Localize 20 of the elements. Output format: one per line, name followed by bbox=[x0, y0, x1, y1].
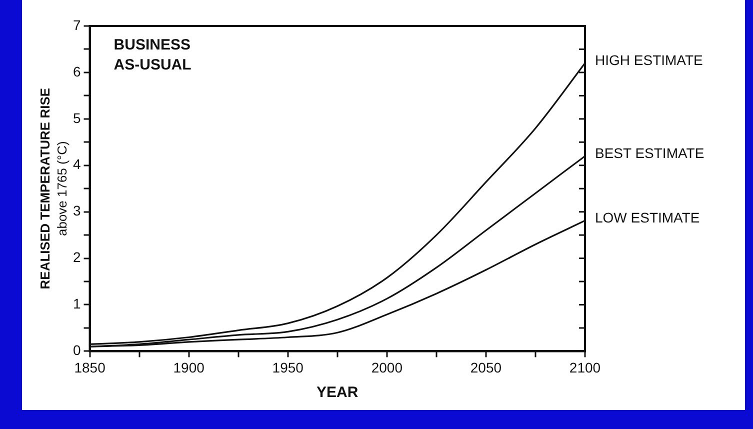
legend-label: LOW ESTIMATE bbox=[595, 210, 700, 226]
y-axis-title: REALISED TEMPERATURE RISE above 1765 (°C) bbox=[38, 88, 70, 290]
y-tick-label: 4 bbox=[72, 156, 81, 172]
y-tick-label: 7 bbox=[72, 16, 81, 33]
x-tick-label: 2000 bbox=[371, 359, 403, 376]
y-tick-label: 5 bbox=[72, 110, 81, 126]
y-tick-label: 6 bbox=[72, 63, 81, 80]
x-tick-label: 1900 bbox=[173, 359, 205, 376]
x-tick-label: 2100 bbox=[569, 359, 601, 376]
legend-label: BEST ESTIMATE bbox=[595, 144, 704, 161]
x-axis-title: YEAR bbox=[316, 384, 358, 402]
annotation: BUSINESS AS-USUAL bbox=[114, 36, 192, 74]
x-tick-label: 2050 bbox=[470, 359, 502, 376]
y-tick-label: 1 bbox=[72, 296, 81, 312]
x-tick-label: 1850 bbox=[74, 359, 106, 376]
y-tick-label: 0 bbox=[72, 342, 81, 358]
x-tick-label: 1950 bbox=[272, 359, 304, 376]
legend-label: HIGH ESTIMATE bbox=[595, 52, 703, 68]
y-tick-label: 2 bbox=[72, 249, 81, 266]
y-tick-label: 3 bbox=[72, 202, 81, 219]
